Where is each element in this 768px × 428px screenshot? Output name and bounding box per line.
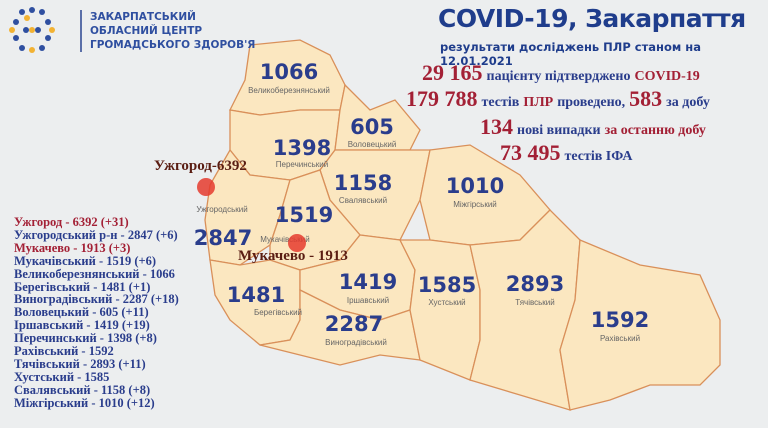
ifa-value: 73 495	[500, 140, 561, 165]
tests-text-2: проведено,	[557, 95, 626, 110]
list-item: Мукачево - 1913 (+3)	[14, 240, 131, 255]
district-name: Міжгірський	[453, 200, 497, 209]
district-name: Мукачівський	[260, 235, 310, 244]
list-item: Великоберезнянський - 1066	[14, 266, 175, 281]
district-value: 605	[350, 115, 394, 139]
stat-confirmed: 29 165 пацієнту підтверджено COVID-19	[422, 60, 700, 86]
list-item: Виноградівський - 2287 (+18)	[14, 292, 179, 307]
city-label-uzhhorod: Ужгород-6392	[154, 158, 247, 174]
organization-name: ЗАКАРПАТСЬКИЙ ОБЛАСНИЙ ЦЕНТР ГРОМАДСЬКОГ…	[80, 10, 255, 52]
tests-text: тестів	[481, 95, 520, 110]
tests-day-text: за добу	[666, 95, 710, 110]
district-name: Свалявський	[338, 196, 388, 205]
district-name: Ужгородський	[196, 205, 248, 214]
page-title: COVID-19, Закарпаття	[438, 4, 746, 33]
list-item: Хустський - 1585	[14, 369, 110, 384]
confirmed-text: пацієнту підтверджено	[486, 69, 631, 84]
logo-icon	[9, 7, 55, 53]
district-name: Виноградівський	[325, 338, 387, 347]
list-item: Ужгород - 6392 (+31)	[14, 215, 129, 229]
list-item: Берегівський - 1481 (+1)	[14, 279, 151, 294]
district-name: Перечинський	[275, 160, 329, 169]
list-item: Міжгірський - 1010 (+12)	[14, 395, 155, 410]
district-name: Великоберезнянський	[248, 86, 330, 95]
confirmed-tail: COVID-19	[634, 69, 700, 84]
org-line: ОБЛАСНИЙ ЦЕНТР	[90, 25, 203, 37]
stat-ifa: 73 495 тестів ІФА	[500, 140, 633, 166]
district-value: 1398	[272, 136, 332, 160]
district-name: Хустський	[428, 298, 466, 307]
list-item: Рахівський - 1592	[14, 344, 114, 359]
district-uzhhorodskyi	[204, 148, 291, 266]
district-value: 2893	[505, 272, 565, 296]
district-list: Ужгород - 6392 (+31) Ужгородський р-н - …	[14, 216, 179, 410]
list-item: Мукачівський - 1519 (+6)	[14, 253, 157, 268]
district-value: 1585	[417, 273, 477, 297]
district-value: 2847	[193, 226, 253, 250]
district-value: 1066	[259, 60, 319, 84]
confirmed-value: 29 165	[422, 60, 483, 85]
list-item: Тячівський - 2893 (+11)	[14, 356, 146, 371]
new-cases-tail: за останню добу	[604, 123, 706, 138]
stat-new-cases: 134 нові випадки за останню добу	[480, 114, 706, 140]
district-name: Тячівський	[515, 298, 555, 307]
new-cases-text: нові випадки	[517, 123, 601, 138]
mukachevo-marker-icon	[288, 234, 306, 252]
district-name: Рахівський	[599, 334, 641, 343]
district-name: Берегівський	[253, 308, 303, 317]
subtitle: результати досліджень ПЛР станом на 12.0…	[440, 40, 701, 68]
district-value: 1419	[338, 270, 398, 294]
tests-value: 179 788	[406, 86, 478, 111]
district-value: 1592	[590, 308, 650, 332]
list-item: Перечинський - 1398 (+8)	[14, 331, 157, 346]
list-item: Воловецький - 605 (+11)	[14, 305, 149, 320]
list-item: Іршавський - 1419 (+19)	[14, 318, 150, 333]
district-value: 1481	[226, 283, 286, 307]
district-name: Воловецький	[347, 140, 397, 149]
district-rakhivskyi	[559, 239, 721, 411]
org-line: ГРОМАДСЬКОГО ЗДОРОВ'Я	[90, 39, 256, 51]
district-value: 1519	[274, 203, 334, 227]
uzhhorod-marker-icon	[197, 178, 215, 196]
district-value: 2287	[324, 312, 384, 336]
stat-tests: 179 788 тестів ПЛР проведено, 583 за доб…	[406, 86, 710, 112]
new-cases-value: 134	[480, 114, 513, 139]
org-line: ЗАКАРПАТСЬКИЙ	[90, 11, 196, 23]
tests-plr: ПЛР	[523, 95, 554, 110]
district-vynohradivskyi	[259, 288, 421, 366]
list-item: Свалявський - 1158 (+8)	[14, 382, 151, 397]
district-value: 1158	[333, 171, 393, 195]
city-label-mukachevo: Мукачево - 1913	[238, 248, 348, 264]
tests-day-value: 583	[629, 86, 663, 111]
district-name: Іршавський	[346, 296, 390, 305]
district-value: 1010	[445, 174, 505, 198]
ifa-text: тестів ІФА	[564, 149, 633, 164]
list-item: Ужгородський р-н - 2847 (+6)	[14, 227, 178, 242]
